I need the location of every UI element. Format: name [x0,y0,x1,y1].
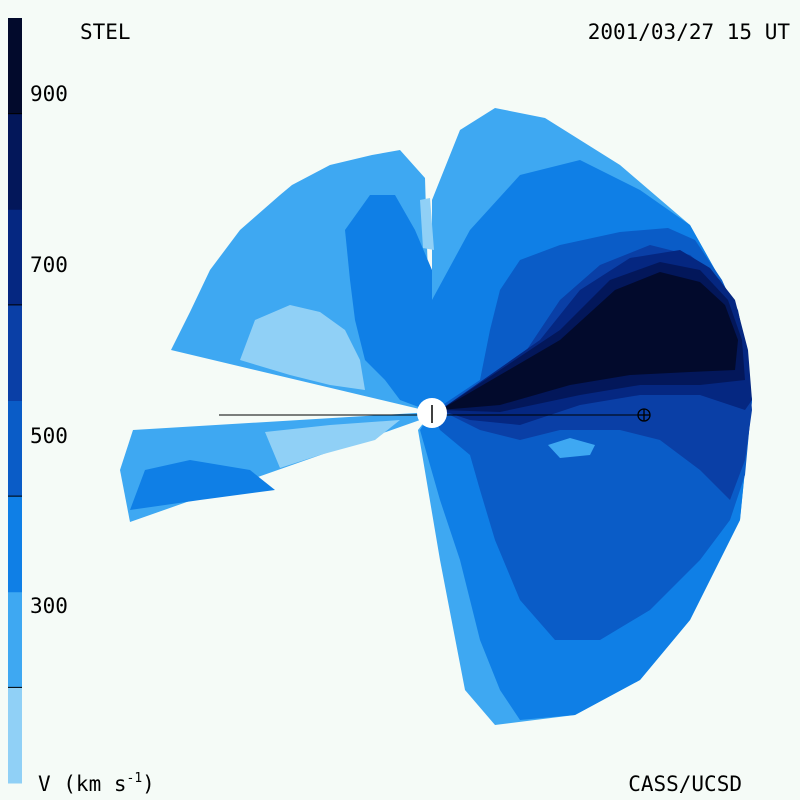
mid-wind-region-left-wedge [130,460,275,510]
slow-wind-patch-2 [265,420,400,468]
colorbar-level-6 [8,113,22,210]
colorbar-tick-900: 900 [30,82,68,106]
colorbar-level-4 [8,304,22,401]
fast-wind-core [440,272,738,410]
slow-wind-patch-5 [548,438,595,458]
velocity-colorbar [8,18,22,784]
instrument-label: STEL [80,20,131,44]
units-suffix: ) [142,772,155,796]
colorbar-level-3 [8,400,22,497]
colorbar-level-5 [8,209,22,306]
mid-wind-region-upper-left [345,195,432,412]
colorbar-level-0 [8,687,22,784]
earth-icon [637,408,651,422]
sun-icon [417,398,447,428]
colorbar-tick-500: 500 [30,424,68,448]
units-prefix: V (km s [38,772,127,796]
velocity-sectors [120,108,752,725]
colorbar-level-2 [8,496,22,593]
colorbar-level-7 [8,18,22,115]
slow-wind-patch-3 [420,198,434,250]
units-label: V (km s-1) [38,771,155,796]
timestamp-label: 2001/03/27 15 UT [587,20,790,44]
slow-wind-patch-1 [240,305,365,390]
colorbar-level-1 [8,591,22,688]
colorbar-tick-700: 700 [30,253,68,277]
units-exponent: -1 [126,771,143,786]
credit-label: CASS/UCSD [628,772,742,796]
colorbar-tick-300: 300 [30,594,68,618]
